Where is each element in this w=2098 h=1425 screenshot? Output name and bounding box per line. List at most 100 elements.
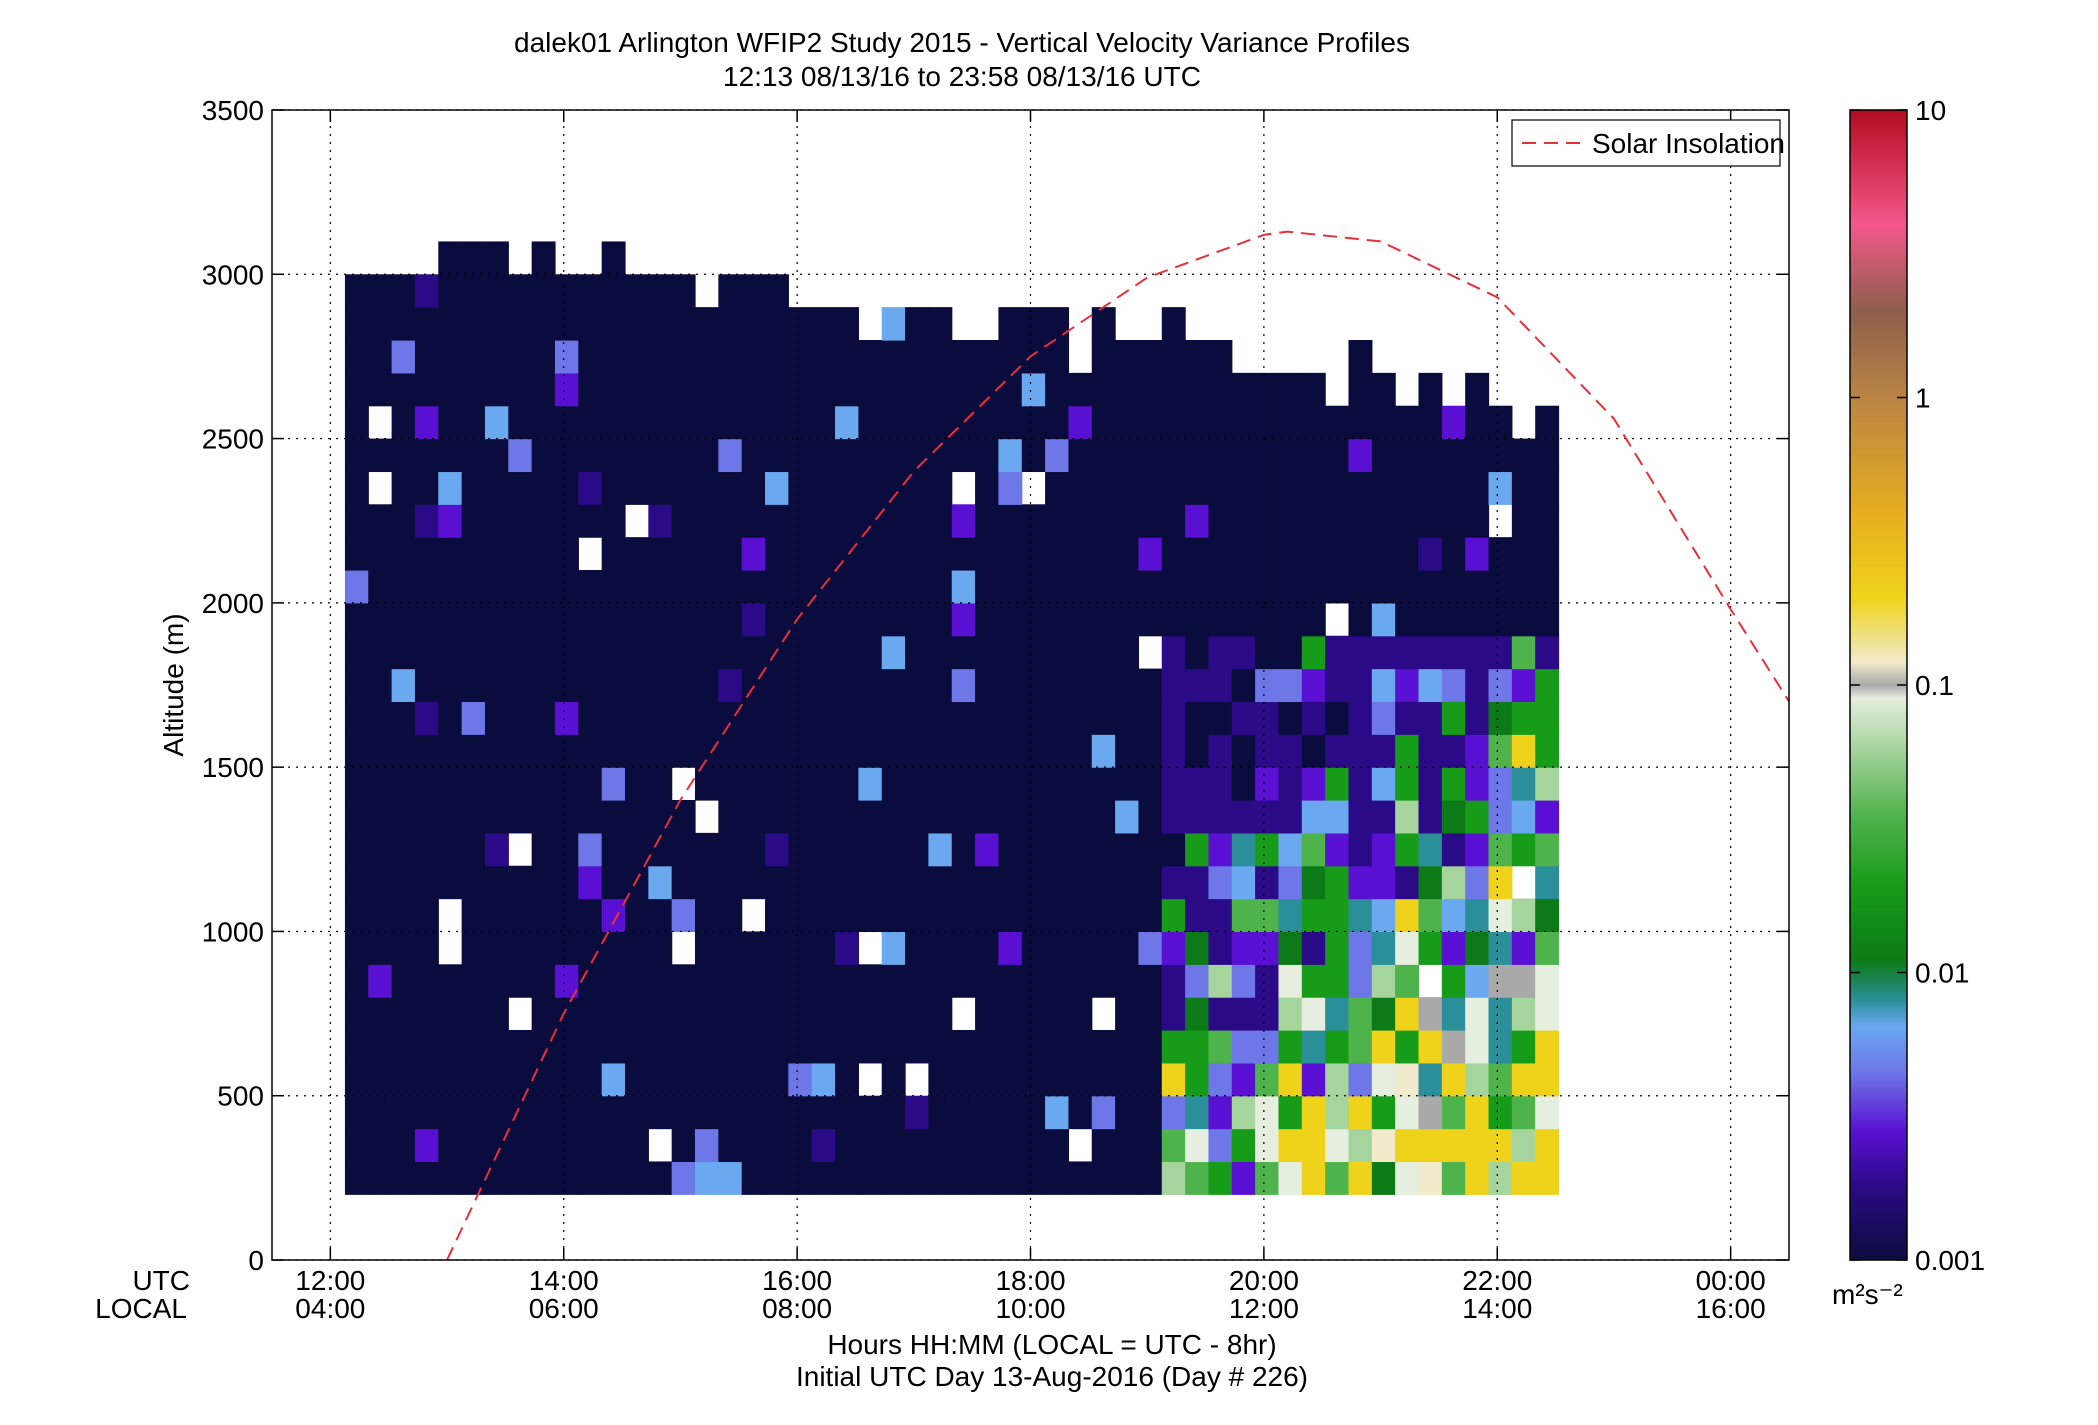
- heatmap-cell: [484, 734, 509, 768]
- heatmap-cell: [1418, 767, 1443, 801]
- heatmap-cell: [718, 832, 743, 867]
- heatmap-cell: [461, 635, 486, 670]
- heatmap-cell: [928, 1095, 953, 1130]
- heatmap-cell: [1511, 1030, 1536, 1064]
- heatmap-cell: [414, 832, 439, 867]
- heatmap-cell: [1418, 537, 1443, 571]
- heatmap-cell: [1255, 964, 1280, 998]
- heatmap-cell: [1488, 997, 1513, 1031]
- heatmap-cell: [788, 832, 813, 867]
- heatmap-cell: [1091, 964, 1116, 998]
- heatmap-cell: [648, 372, 673, 407]
- heatmap-cell: [578, 701, 603, 735]
- heatmap-cell: [1325, 1062, 1350, 1097]
- heatmap-cell: [1045, 1161, 1070, 1195]
- heatmap-cell: [578, 372, 603, 407]
- heatmap-cell: [928, 964, 953, 998]
- heatmap-cell: [765, 372, 789, 407]
- heatmap-cell: [718, 898, 743, 933]
- heatmap-cell: [1091, 1161, 1116, 1195]
- heatmap-cell: [601, 504, 626, 538]
- heatmap-cell: [671, 964, 696, 998]
- x-tick-label-utc: 12:00: [295, 1265, 365, 1296]
- heatmap-cell: [811, 734, 836, 768]
- heatmap-cell: [1488, 405, 1513, 440]
- heatmap-cell: [438, 471, 463, 505]
- heatmap-cell: [1395, 997, 1420, 1031]
- heatmap-cell: [1465, 931, 1490, 965]
- heatmap-cell: [554, 701, 579, 735]
- heatmap-cell: [1395, 1062, 1420, 1097]
- heatmap-cell: [601, 931, 626, 965]
- heatmap-cell: [601, 832, 626, 867]
- heatmap-cell: [671, 340, 696, 374]
- x-tick-label-local: 12:00: [1229, 1293, 1299, 1324]
- heatmap-cell: [391, 668, 416, 703]
- heatmap-cell: [811, 1030, 836, 1064]
- heatmap-cell: [1465, 832, 1490, 867]
- heatmap-cell: [881, 504, 906, 538]
- heatmap-cell: [998, 898, 1023, 933]
- heatmap-cell: [1115, 701, 1140, 735]
- heatmap-cell: [1348, 997, 1373, 1031]
- heatmap-cell: [461, 438, 486, 473]
- heatmap-cell: [461, 340, 486, 374]
- heatmap-cell: [1208, 471, 1233, 505]
- heatmap-cell: [905, 832, 929, 867]
- heatmap-cell: [438, 372, 463, 407]
- heatmap-cell: [1255, 1128, 1280, 1163]
- heatmap-cell: [438, 405, 463, 440]
- heatmap-cell: [461, 570, 486, 604]
- heatmap-cell: [835, 1128, 859, 1163]
- heatmap-cell: [1161, 964, 1186, 998]
- heatmap-cell: [1208, 405, 1233, 440]
- x-tick-label-utc: 22:00: [1462, 1265, 1532, 1296]
- heatmap-cell: [1208, 570, 1233, 604]
- heatmap-cell: [601, 1095, 626, 1130]
- heatmap-cell: [578, 1128, 603, 1163]
- heatmap-cell: [1278, 997, 1303, 1031]
- heatmap-cell: [811, 997, 836, 1031]
- heatmap-cell: [858, 668, 883, 703]
- heatmap-cell: [484, 537, 509, 571]
- heatmap-cell: [1185, 570, 1210, 604]
- heatmap-cell: [1278, 964, 1303, 998]
- heatmap-cell: [1185, 701, 1210, 735]
- heatmap-cell: [788, 602, 813, 637]
- heatmap-cell: [531, 997, 556, 1031]
- heatmap-cell: [344, 668, 369, 703]
- heatmap-cell: [928, 570, 953, 604]
- heatmap-cell: [531, 537, 556, 571]
- heatmap-cell: [695, 438, 719, 473]
- heatmap-cell: [811, 635, 836, 670]
- heatmap-cell: [1091, 340, 1116, 374]
- heatmap-cell: [1278, 767, 1303, 801]
- heatmap-cell: [1255, 898, 1280, 933]
- heatmap-cell: [1301, 1128, 1326, 1163]
- heatmap-cell: [1301, 471, 1326, 505]
- heatmap-cell: [1301, 504, 1326, 538]
- heatmap-cell: [1488, 898, 1513, 933]
- heatmap-cell: [648, 865, 673, 900]
- heatmap-cell: [765, 997, 789, 1031]
- heatmap-cell: [1465, 1062, 1490, 1097]
- heatmap-cell: [998, 1062, 1023, 1097]
- heatmap-cell: [484, 1128, 509, 1163]
- heatmap-cell: [811, 1062, 836, 1097]
- heatmap-cell: [554, 537, 579, 571]
- heatmap-cell: [601, 997, 626, 1031]
- heatmap-cell: [508, 734, 533, 768]
- heatmap-cell: [484, 898, 509, 933]
- heatmap-cell: [1278, 1128, 1303, 1163]
- heatmap-cell: [1371, 471, 1396, 505]
- heatmap-cell: [508, 602, 533, 637]
- heatmap-cell: [1465, 1095, 1490, 1130]
- heatmap-cell: [975, 340, 1000, 374]
- heatmap-cell: [601, 570, 626, 604]
- heatmap-cell: [1208, 372, 1233, 407]
- heatmap-cell: [928, 635, 953, 670]
- heatmap-cell: [648, 997, 673, 1031]
- heatmap-cell: [344, 898, 369, 933]
- heatmap-cell: [1255, 865, 1280, 900]
- heatmap-cell: [508, 1095, 533, 1130]
